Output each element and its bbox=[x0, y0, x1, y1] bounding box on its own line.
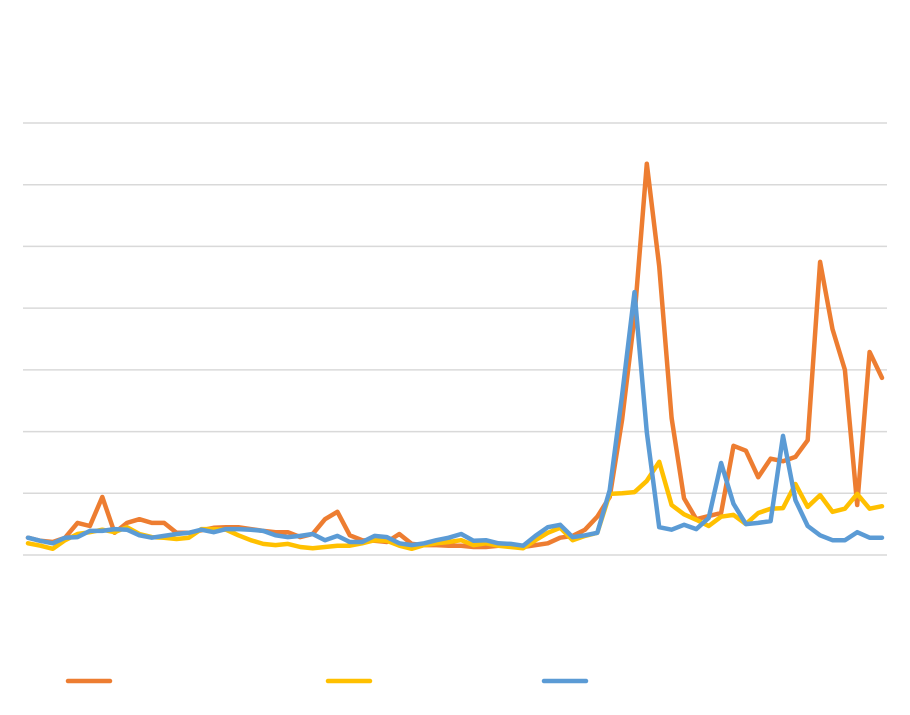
data-line bbox=[25, 459, 885, 552]
data-line bbox=[25, 161, 885, 550]
data-line bbox=[25, 289, 885, 548]
